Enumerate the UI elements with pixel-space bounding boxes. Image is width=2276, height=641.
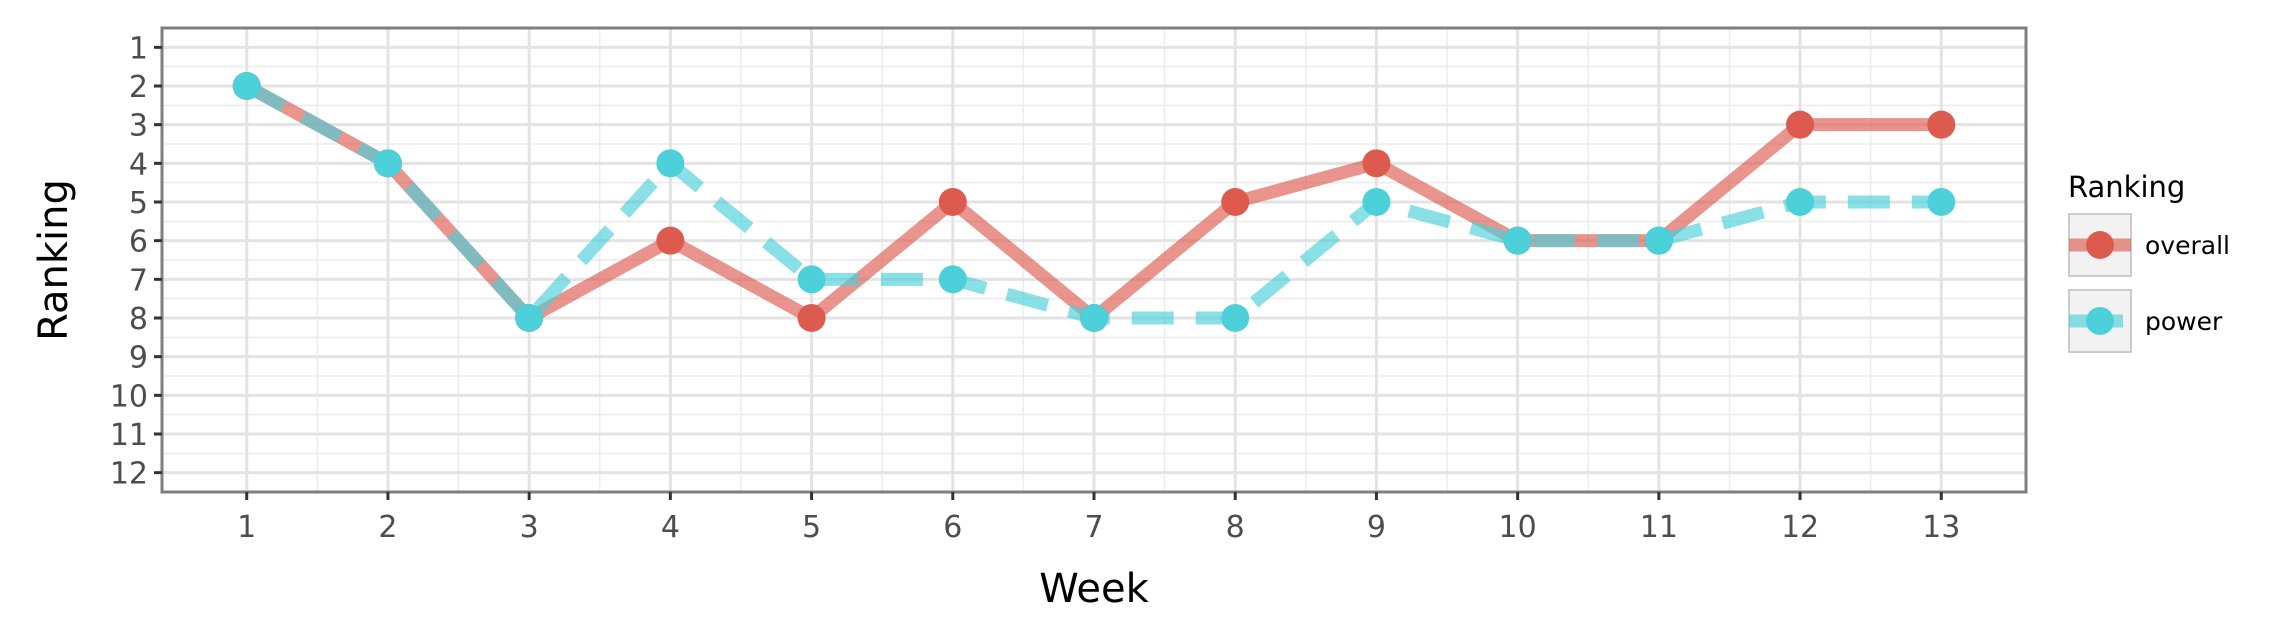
point-overall [938,188,967,216]
y-tick-label: 4 [129,147,148,182]
point-power [373,149,402,178]
point-power [1080,304,1108,332]
legend-label-power: power [2145,307,2223,336]
x-tick-label: 11 [1640,510,1678,545]
x-tick-label: 7 [1084,510,1103,545]
series-points [232,72,1956,332]
point-power [1503,226,1532,255]
point-power [1362,188,1391,216]
x-tick-label: 12 [1781,510,1819,545]
point-power [1221,304,1250,332]
x-tick-label: 13 [1922,510,1960,545]
legend-point-power [2086,307,2114,335]
x-tick-label: 1 [237,510,256,545]
point-power [1786,188,1815,216]
point-power [656,149,685,178]
x-tick-label: 6 [943,510,962,545]
x-tick-label: 2 [378,510,397,545]
x-tick-label: 9 [1367,510,1386,545]
y-tick-label: 2 [129,70,148,105]
y-tick-label: 9 [129,341,148,376]
x-tick-label: 8 [1226,510,1245,545]
y-tick-label: 3 [129,109,148,144]
point-power [1927,188,1956,216]
y-tick-label: 11 [110,418,148,453]
point-power [515,304,544,332]
y-tick-label: 7 [129,263,148,298]
legend-title: Ranking [2068,170,2185,204]
y-tick-label: 1 [129,31,148,66]
point-overall [1362,149,1391,178]
point-overall [797,304,826,332]
point-power [797,265,826,294]
y-tick-label: 12 [110,457,148,492]
legend-label-overall: overall [2145,231,2230,260]
x-tick-label: 3 [520,510,539,545]
legend-point-overall [2086,231,2114,259]
y-tick-label: 10 [110,379,148,414]
point-power [938,265,967,294]
point-overall [1786,110,1815,139]
point-power [1644,226,1673,255]
y-axis-title: Ranking [31,179,77,341]
y-tick-label: 8 [129,302,148,337]
point-overall [1221,188,1250,216]
y-tick-label: 6 [129,225,148,260]
point-overall [1927,110,1956,139]
y-tick-label: 5 [129,186,148,221]
grid-lines [162,28,2026,492]
x-tick-label: 5 [802,510,821,545]
x-tick-label: 10 [1499,510,1537,545]
x-axis-title: Week [1039,566,1149,612]
legend: Ranking overall power [2068,170,2230,353]
point-overall [656,226,685,255]
x-tick-label: 4 [661,510,680,545]
point-power [232,72,261,100]
